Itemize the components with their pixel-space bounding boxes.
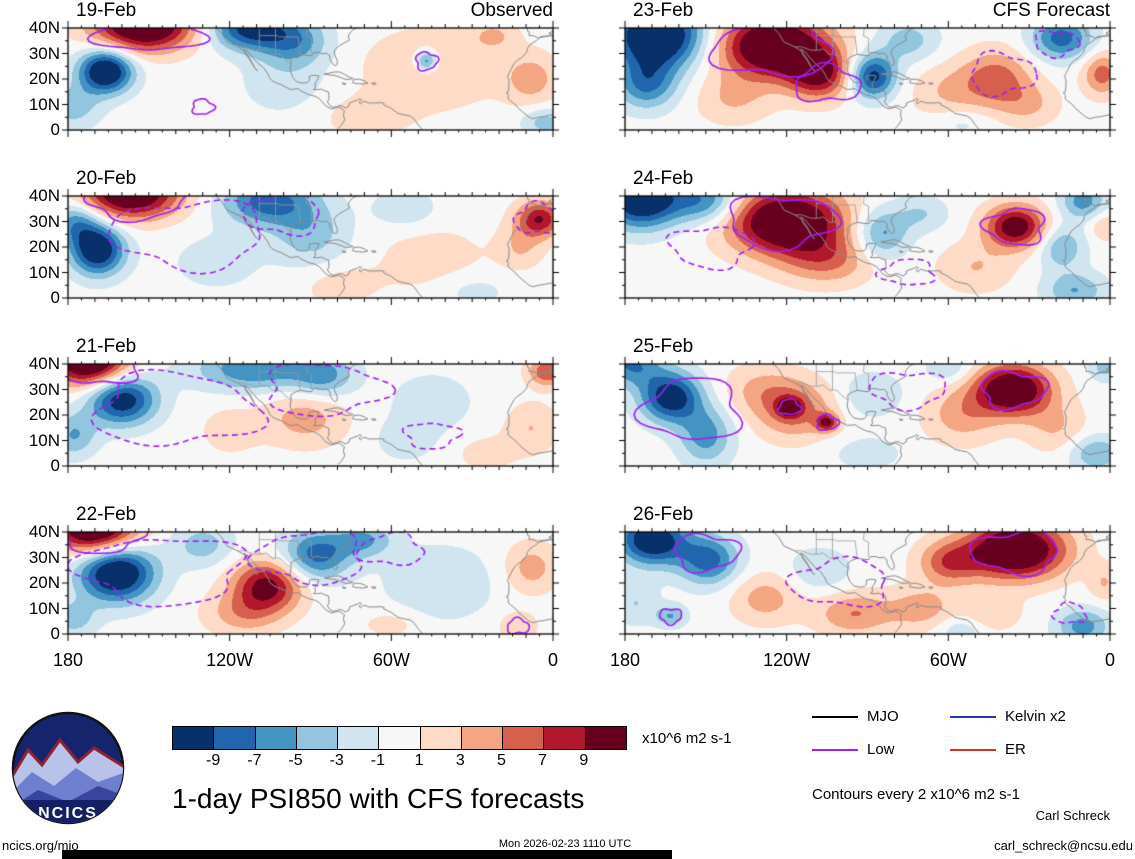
colorbar-segment xyxy=(255,727,297,749)
colorbar-segment xyxy=(585,727,626,749)
lat-label-0: 0 xyxy=(50,456,60,475)
colorbar-tick-label: 1 xyxy=(414,752,424,769)
ncics-logo-graphic: NCICS xyxy=(11,711,125,825)
footer-timestamp: Mon 2026-02-23 1110 UTC xyxy=(498,838,632,850)
column-header-forecast: CFS Forecast xyxy=(992,0,1110,21)
lon-label-180: 180 xyxy=(609,650,641,670)
colorbar-segment xyxy=(420,727,462,749)
colorbar-tick-label: 5 xyxy=(497,752,506,769)
panel-date-22-feb: 22-Feb xyxy=(76,504,137,525)
legend-line-mjo xyxy=(812,715,858,718)
colorbar-segment xyxy=(503,727,545,749)
legend-label: Kelvin x2 xyxy=(1005,708,1066,725)
panel-date-24-feb: 24-Feb xyxy=(633,168,694,189)
legend-label: ER xyxy=(1005,741,1026,758)
colorbar-segment xyxy=(296,727,339,749)
lat-label-0: 0 xyxy=(50,120,60,139)
lat-label-40n: 40N xyxy=(28,18,60,37)
legend-item-er: ER xyxy=(950,741,1122,758)
lat-label-10n: 10N xyxy=(28,430,60,450)
lon-label-120w: 120W xyxy=(763,650,811,670)
lon-label-180: 180 xyxy=(52,650,84,670)
colorbar-tick-label: -3 xyxy=(329,752,344,769)
panel-date-20-feb: 20-Feb xyxy=(76,168,137,189)
bottom-bar xyxy=(62,850,672,859)
colorbar-unit-label: x10^6 m2 s-1 xyxy=(642,730,732,747)
footer-site-link: ncics.org/mjo xyxy=(2,838,79,853)
colorbar-tick-label: 9 xyxy=(579,752,589,769)
lon-label-120w: 120W xyxy=(206,650,254,670)
lat-label-20n: 20N xyxy=(28,237,60,256)
credit-author: Carl Schreck xyxy=(1035,808,1110,823)
lat-label-30n: 30N xyxy=(28,547,60,567)
map-panel-22-feb xyxy=(59,523,562,643)
colorbar xyxy=(172,726,627,750)
logo-text: NCICS xyxy=(38,805,98,822)
colorbar-segment xyxy=(379,727,421,749)
legend-label: MJO xyxy=(867,708,899,725)
lat-label-0: 0 xyxy=(50,288,60,307)
panel-date-19-feb: 19-Feb xyxy=(76,0,137,21)
lat-label-20n: 20N xyxy=(28,405,60,424)
colorbar-segment xyxy=(214,727,256,749)
footer-email: carl_schreck@ncsu.edu xyxy=(994,838,1133,853)
logo-ridge-line xyxy=(13,737,123,781)
colorbar-tick-label: -9 xyxy=(206,752,221,769)
lon-label-60w: 60W xyxy=(372,650,410,670)
panel-date-25-feb: 25-Feb xyxy=(633,336,694,357)
map-panel-23-feb xyxy=(616,19,1119,139)
legend-item-mjo: MJO xyxy=(812,708,950,725)
colorbar-tick-label: 7 xyxy=(538,752,548,769)
ncics-logo: NCICS xyxy=(10,710,126,826)
colorbar-tick-label: -7 xyxy=(247,752,262,769)
lon-label-60w: 60W xyxy=(929,650,967,670)
lat-label-10n: 10N xyxy=(28,94,60,114)
legend-item-kelvin-x2: Kelvin x2 xyxy=(950,708,1122,725)
map-panel-24-feb xyxy=(616,187,1119,307)
map-panel-19-feb xyxy=(59,19,562,139)
lat-label-30n: 30N xyxy=(28,43,60,63)
lat-label-10n: 10N xyxy=(28,262,60,282)
colorbar-segment xyxy=(544,727,586,749)
colorbar-segment xyxy=(173,727,215,749)
lat-label-20n: 20N xyxy=(28,573,60,592)
lat-label-30n: 30N xyxy=(28,211,60,231)
colorbar-tick-label: -1 xyxy=(370,752,386,769)
panels-grid: 19-Feb Observed 40N 30N 20N 10N 0 20-Feb 40N 30N 2… xyxy=(28,0,1119,670)
colorbar-segment xyxy=(461,727,504,749)
lat-label-40n: 40N xyxy=(28,354,60,373)
map-panel-20-feb xyxy=(59,187,562,307)
map-panel-21-feb xyxy=(59,355,562,475)
panel-date-26-feb: 26-Feb xyxy=(633,504,694,525)
colorbar-tick-labels: -9 -7 -5 -3 -1 1 3 5 7 9 xyxy=(172,752,625,772)
lat-label-30n: 30N xyxy=(28,379,60,399)
lat-label-40n: 40N xyxy=(28,186,60,205)
column-header-observed: Observed xyxy=(470,0,553,21)
lat-label-10n: 10N xyxy=(28,598,60,618)
legend-contour-note: Contours every 2 x10^6 m2 s-1 xyxy=(812,786,1020,803)
legend: MJO Kelvin x2 Low ER xyxy=(812,708,1122,758)
legend-line-kelvin-x2 xyxy=(950,715,996,718)
legend-item-low: Low xyxy=(812,741,950,758)
lat-label-40n: 40N xyxy=(28,522,60,541)
lat-label-0: 0 xyxy=(50,624,60,643)
lon-label-0: 0 xyxy=(1104,650,1115,670)
panel-date-21-feb: 21-Feb xyxy=(76,336,137,357)
lon-label-0: 0 xyxy=(547,650,558,670)
colorbar-segment xyxy=(338,727,380,749)
lat-label-20n: 20N xyxy=(28,69,60,88)
legend-line-low xyxy=(812,748,858,751)
legend-line-er xyxy=(950,748,996,751)
colorbar-tick-label: -5 xyxy=(288,752,303,769)
legend-label: Low xyxy=(867,741,895,758)
map-panel-26-feb xyxy=(616,523,1119,643)
map-panel-25-feb xyxy=(616,355,1119,475)
figure-title: 1-day PSI850 with CFS forecasts xyxy=(172,783,585,814)
colorbar-tick-label: 3 xyxy=(455,752,465,769)
panel-date-23-feb: 23-Feb xyxy=(633,0,694,21)
